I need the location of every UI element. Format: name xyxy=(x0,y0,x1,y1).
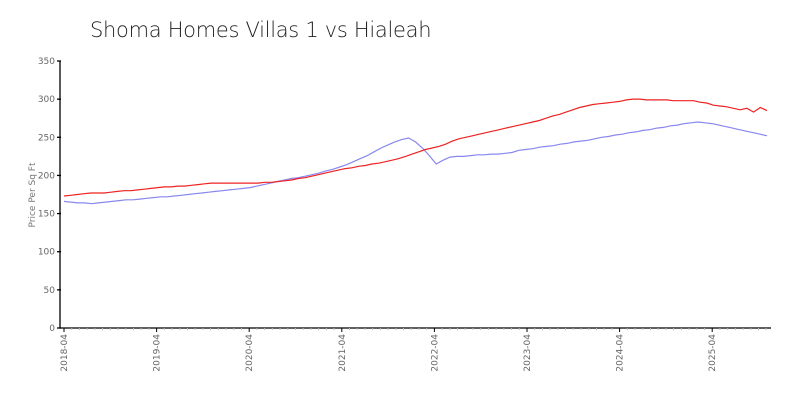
x-tick-label: 2019-04 xyxy=(153,334,163,372)
x-tick-label: 2020-04 xyxy=(245,334,255,372)
shoma-homes-villas-1-line xyxy=(63,98,768,197)
y-tick-label: 250 xyxy=(38,133,55,143)
series-layer xyxy=(63,98,768,205)
y-tick-label: 350 xyxy=(38,57,55,67)
y-axis-title: Price Per Sq Ft xyxy=(28,162,38,227)
y-tick-label: 0 xyxy=(49,324,55,334)
x-tick-label: 2024-04 xyxy=(616,334,626,372)
y-tick-label: 200 xyxy=(38,171,55,181)
y-tick-label: 50 xyxy=(44,286,56,296)
chart-title: Shoma Homes Villas 1 vs Hialeah xyxy=(90,18,432,42)
x-tick-label: 2025-04 xyxy=(708,334,718,372)
x-tick-label: 2021-04 xyxy=(338,334,348,372)
x-axis: 2018-04 2019-04 2020-04 2021-04 2022-04 2023-… xyxy=(60,327,771,372)
y-tick-label: 150 xyxy=(38,210,55,220)
y-tick-label: 300 xyxy=(38,95,55,105)
y-tick-label: 100 xyxy=(38,248,55,258)
hialeah-line xyxy=(63,121,768,205)
x-tick-label: 2023-04 xyxy=(523,334,533,372)
x-tick-label: 2018-04 xyxy=(60,334,70,372)
x-tick-label: 2022-04 xyxy=(430,334,440,372)
y-axis: 0 50 100 150 200 250 300 350 xyxy=(38,57,61,334)
